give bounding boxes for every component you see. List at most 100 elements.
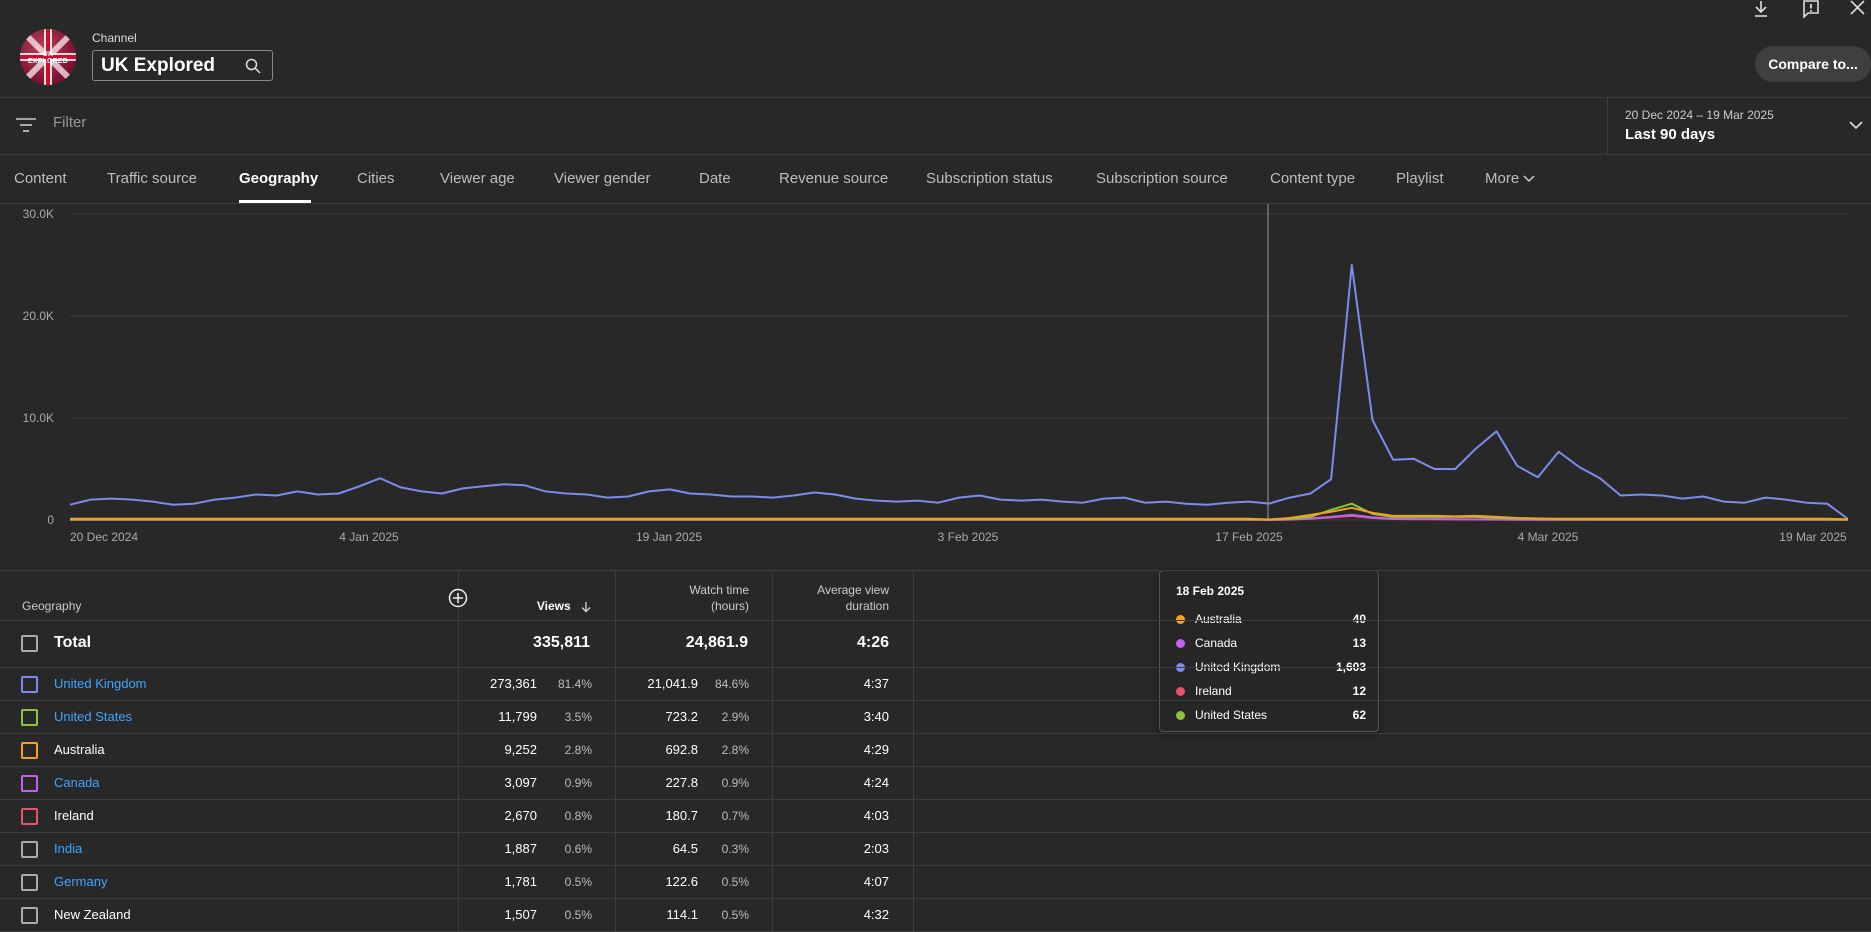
channel-name: UK Explored — [101, 55, 216, 76]
series-line-australia[interactable] — [70, 506, 1849, 521]
column-header-watch-time[interactable]: Watch time (hours) — [630, 582, 749, 614]
x-tick-label: 4 Mar 2025 — [1518, 530, 1579, 544]
channel-label: Channel — [92, 31, 137, 45]
row-checkbox[interactable] — [21, 907, 38, 924]
views-value: 273,361 — [490, 676, 537, 691]
tab-subscription-status[interactable]: Subscription status — [926, 170, 1053, 187]
views-value: 1,781 — [504, 874, 537, 889]
watch-time-percent: 0.9% — [721, 776, 749, 790]
add-column-icon[interactable] — [448, 588, 468, 608]
row-checkbox[interactable] — [21, 841, 38, 858]
watch-time-header-line1: Watch time — [689, 583, 749, 597]
views-percent: 0.5% — [564, 908, 592, 922]
close-icon[interactable] — [1849, 0, 1865, 16]
tab-more-label: More — [1485, 170, 1520, 187]
tooltip-series-name: Ireland — [1195, 684, 1232, 698]
date-range-text: 20 Dec 2024 – 19 Mar 2025 — [1625, 108, 1774, 122]
country-name: Australia — [54, 742, 105, 757]
chart-tooltip: 18 Feb 2025 Australia 40 Canada 13 United Ki… — [1159, 570, 1379, 732]
feedback-icon[interactable] — [1802, 0, 1820, 18]
filter-row: 20 Dec 2024 – 19 Mar 2025 Last 90 days — [0, 98, 1871, 155]
column-header-views[interactable]: Views — [500, 598, 592, 614]
table-row: India 1,887 0.6% 64.5 0.3% 2:03 — [0, 833, 1871, 866]
column-header-avg-view-duration[interactable]: Average view duration — [786, 582, 889, 614]
channel-avatar[interactable]: UK EXPLORED — [20, 29, 76, 85]
views-value: 2,670 — [504, 808, 537, 823]
tab-traffic-source[interactable]: Traffic source — [107, 170, 198, 187]
avg-duration-value: 4:24 — [863, 775, 889, 790]
row-checkbox[interactable] — [21, 775, 38, 792]
y-tick-label: 10.0K — [23, 411, 54, 425]
row-checkbox[interactable] — [21, 709, 38, 726]
watch-time-percent: 84.6% — [714, 677, 749, 691]
total-views: 335,811 — [533, 634, 590, 651]
channel-selector[interactable]: UK Explored — [92, 50, 273, 81]
watch-time-value: 21,041.9 — [647, 676, 698, 691]
views-value: 3,097 — [504, 775, 537, 790]
country-name[interactable]: India — [54, 841, 83, 856]
row-checkbox[interactable] — [21, 874, 38, 891]
tab-viewer-age[interactable]: Viewer age — [440, 170, 515, 187]
row-checkbox[interactable] — [21, 742, 38, 759]
country-name[interactable]: United States — [54, 709, 133, 724]
total-avg-duration: 4:26 — [856, 634, 889, 651]
total-checkbox[interactable] — [21, 635, 38, 652]
country-name[interactable]: Germany — [54, 874, 108, 889]
views-percent: 2.8% — [564, 743, 592, 757]
chart-canvas[interactable]: 0 10.0K 20.0K 30.0K 20 Dec 2024 4 Jan 2025 19 … — [0, 204, 1871, 570]
x-tick-label: 19 Mar 2025 — [1779, 530, 1847, 544]
union-flag-icon — [20, 29, 76, 85]
tooltip-series-name: United States — [1195, 708, 1268, 722]
y-tick-label: 30.0K — [23, 207, 54, 221]
tab-content[interactable]: Content — [14, 170, 67, 187]
legend-dot-icon — [1176, 687, 1185, 696]
tab-playlist[interactable]: Playlist — [1396, 170, 1444, 187]
search-icon[interactable] — [245, 58, 261, 74]
avg-duration-value: 3:40 — [863, 709, 889, 724]
total-label: Total — [54, 634, 92, 651]
country-name[interactable]: United Kingdom — [54, 676, 147, 691]
row-checkbox[interactable] — [21, 808, 38, 825]
tab-more[interactable]: More — [1485, 170, 1535, 187]
views-value: 1,887 — [504, 841, 537, 856]
legend-dot-icon — [1176, 711, 1185, 720]
date-range-picker[interactable]: 20 Dec 2024 – 19 Mar 2025 Last 90 days — [1607, 98, 1871, 155]
tooltip-row: Australia 40 — [1176, 612, 1366, 628]
country-name[interactable]: Canada — [54, 775, 100, 790]
views-value: 1,507 — [504, 907, 537, 922]
avg-duration-value: 4:07 — [863, 874, 889, 889]
total-row: Total 335,811 24,861.9 4:26 — [0, 621, 1871, 668]
watch-time-value: 114.1 — [666, 907, 698, 922]
geography-table: Geography Views Watch time (hours) Avera… — [0, 570, 1871, 932]
x-tick-label: 19 Jan 2025 — [636, 530, 702, 544]
compare-button[interactable]: Compare to... — [1755, 46, 1871, 82]
tooltip-series-name: Australia — [1195, 612, 1242, 626]
x-tick-label: 20 Dec 2024 — [70, 530, 138, 544]
row-checkbox[interactable] — [21, 676, 38, 693]
filter-input[interactable] — [53, 114, 553, 131]
tab-revenue-source[interactable]: Revenue source — [779, 170, 889, 187]
avg-duration-value: 4:03 — [863, 808, 889, 823]
tooltip-row: United States 62 — [1176, 708, 1366, 724]
tab-geography[interactable]: Geography — [239, 170, 319, 187]
series-line-united-kingdom[interactable] — [69, 264, 1849, 520]
tab-cities[interactable]: Cities — [357, 170, 395, 187]
tooltip-row: Canada 13 — [1176, 636, 1366, 652]
watch-time-value: 692.8 — [665, 742, 698, 757]
tab-content-type[interactable]: Content type — [1270, 170, 1356, 187]
filter-icon[interactable] — [16, 117, 36, 133]
avg-duration-value: 2:03 — [863, 841, 889, 856]
column-header-geography[interactable]: Geography — [22, 599, 82, 613]
tab-viewer-gender[interactable]: Viewer gender — [554, 170, 651, 187]
tooltip-date: 18 Feb 2025 — [1176, 584, 1245, 598]
download-icon[interactable] — [1753, 0, 1769, 18]
series-line-united-states[interactable] — [70, 502, 1849, 521]
tab-date[interactable]: Date — [699, 170, 731, 187]
views-header-label: Views — [536, 599, 571, 613]
tab-subscription-source[interactable]: Subscription source — [1096, 170, 1228, 187]
views-percent: 0.6% — [564, 842, 592, 856]
tooltip-series-value: 13 — [1352, 636, 1366, 650]
header: UK EXPLORED Channel UK Explored Compare … — [0, 0, 1871, 98]
views-percent: 3.5% — [564, 710, 592, 724]
watch-time-value: 227.8 — [665, 775, 698, 790]
